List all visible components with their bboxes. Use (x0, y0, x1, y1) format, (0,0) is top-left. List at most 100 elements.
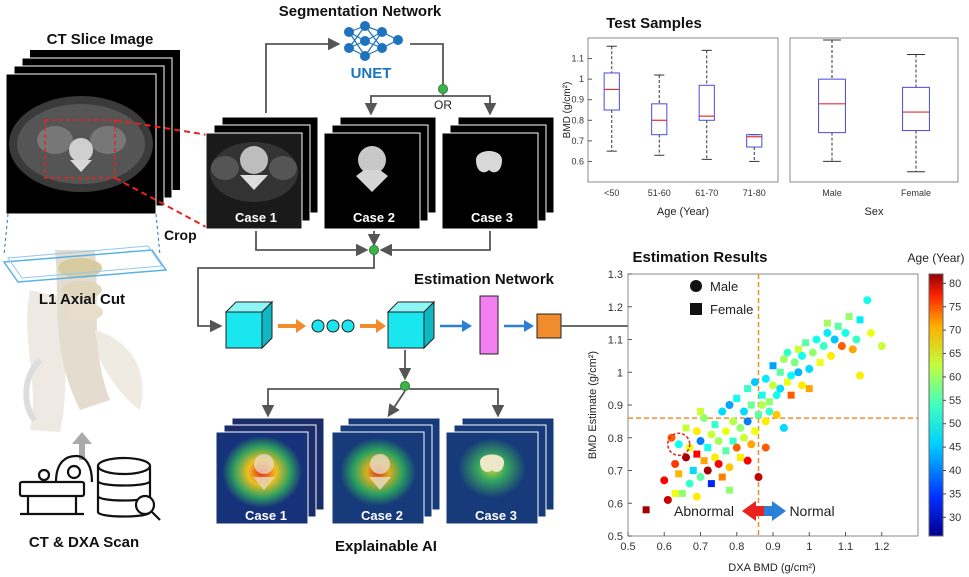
category-label: Male (822, 188, 842, 198)
scatter-point-male (671, 459, 680, 468)
scatter-point-female (675, 470, 683, 478)
xtick-label: 1.2 (874, 541, 889, 553)
scatter-point-male (682, 453, 690, 462)
ct-dxa-scan-title: CT & DXA Scan (29, 534, 139, 551)
case3-label: Case 3 (471, 210, 513, 225)
scatter-point-female (787, 391, 795, 399)
scatter-point-male (667, 433, 676, 442)
estimation-results-title: Estimation Results (632, 249, 767, 266)
blue-arrow-icon (462, 320, 472, 332)
legend-male-label: Male (710, 279, 738, 294)
arrow-xai-case1 (261, 388, 401, 418)
scatter-point-female (711, 421, 719, 429)
box-iqr (818, 78, 846, 134)
colorbar-tick-label: 35 (949, 488, 961, 500)
sex-boxplot: Male Female (818, 39, 931, 198)
scatter-point-male (740, 433, 748, 442)
arrow-unet-out (410, 43, 444, 84)
category-label: 71-80 (743, 188, 766, 198)
colorbar-tick-label: 40 (949, 465, 961, 477)
scatter-point-male (660, 476, 669, 485)
case3-stack: Case 3 (441, 116, 555, 230)
scatter-point-female (769, 362, 777, 370)
scatter-point-male (750, 427, 759, 436)
test-samples-title: Test Samples (606, 15, 702, 32)
scatter-plot: 0.5 0.6 0.7 0.8 0.9 1 1.1 1.2 0.5 0.6 0.7 0.8 0.9 1 1.… (608, 269, 918, 553)
ytick-label: 1 (579, 74, 584, 84)
scatter-point-male (707, 430, 716, 439)
scatter-point-male (798, 381, 806, 390)
scatter-point-male (856, 371, 864, 380)
scatter-point-male (812, 335, 821, 344)
scatter-point-male (805, 364, 814, 373)
ct-slice-stack (5, 50, 180, 215)
scatter-point-male (776, 384, 785, 393)
colorbar-title: Age (Year) (908, 251, 965, 265)
conv-cube-2 (386, 300, 436, 350)
scatter-point-male (714, 437, 723, 446)
scatter-point-male (779, 423, 788, 432)
arrow-xai-case3 (409, 388, 505, 418)
highlight-circle (667, 432, 691, 457)
scatter-point-male (823, 328, 832, 337)
case2-label: Case 2 (353, 210, 395, 225)
scatter-point-female (697, 408, 704, 416)
legend-female-label: Female (710, 302, 753, 317)
box-iqr (698, 84, 715, 121)
scatter-point-female (776, 368, 784, 376)
box-iqr (902, 86, 930, 132)
case1-stack: Case 1 (205, 116, 319, 230)
scatter-point-male (732, 443, 741, 452)
legend-male-marker (690, 280, 702, 292)
arrow-xai-case2 (387, 390, 406, 418)
xai-case3-stack: Case 3 (445, 417, 555, 525)
scatter-point-male (725, 463, 734, 472)
scatter-point-male (736, 423, 745, 432)
scatter-point-male (779, 355, 788, 364)
ytick-label: 0.5 (608, 531, 623, 543)
ytick-label: 0.7 (571, 136, 584, 146)
case1-label: Case 1 (235, 210, 277, 225)
scatter-point-female (747, 401, 755, 409)
category-label: 61-70 (695, 188, 718, 198)
scatter-point-male (696, 437, 705, 446)
up-arrow-icon (72, 432, 92, 444)
xtick-label: 0.8 (729, 541, 744, 553)
explainable-ai-title: Explainable AI (335, 538, 437, 555)
orange-arrow-icon (296, 319, 306, 333)
ytick-label: 0.6 (571, 156, 584, 166)
scatter-point-male (837, 342, 846, 351)
age-boxplot: 0.6 0.7 0.8 0.9 1 1.1 <50 51-60 61-70 71-80 (571, 45, 766, 198)
ct-slice-title: CT Slice Image (47, 31, 154, 48)
scatter-point-female (671, 489, 679, 497)
colorbar-tick-label: 30 (949, 512, 961, 524)
xtick-label: 0.5 (620, 541, 635, 553)
scatter-frame (627, 273, 919, 537)
scatter-point-male (866, 328, 875, 337)
scatter-point-male (772, 391, 781, 400)
l1-axial-cut-title: L1 Axial Cut (39, 291, 125, 308)
box-iqr (746, 134, 763, 148)
scatter-point-female (722, 447, 730, 455)
crop-label: Crop (164, 227, 197, 243)
scatter-point-male (769, 381, 777, 390)
scatter-point-male (819, 342, 828, 351)
ytick-label: 0.9 (571, 95, 584, 105)
scatter-point-male (743, 417, 752, 426)
scatter-point-female (689, 467, 697, 474)
category-label: <50 (604, 188, 619, 198)
scatter-xlabel: DXA BMD (g/cm²) (728, 562, 815, 574)
scatter-point-male (863, 296, 872, 305)
colorbar-tick-label: 60 (949, 371, 961, 383)
colorbar-tick-label: 50 (949, 418, 961, 430)
scatter-point-male (848, 345, 857, 354)
xai-case3-label: Case 3 (475, 508, 517, 523)
abnormal-label: Abnormal (674, 503, 734, 519)
axial-cut-plane (2, 245, 168, 283)
scatter-point-male (714, 459, 723, 468)
scatter-point-male (711, 453, 719, 462)
or-label: OR (434, 98, 452, 112)
or-junction-node (438, 84, 448, 94)
xtick-label: 1 (806, 541, 812, 553)
